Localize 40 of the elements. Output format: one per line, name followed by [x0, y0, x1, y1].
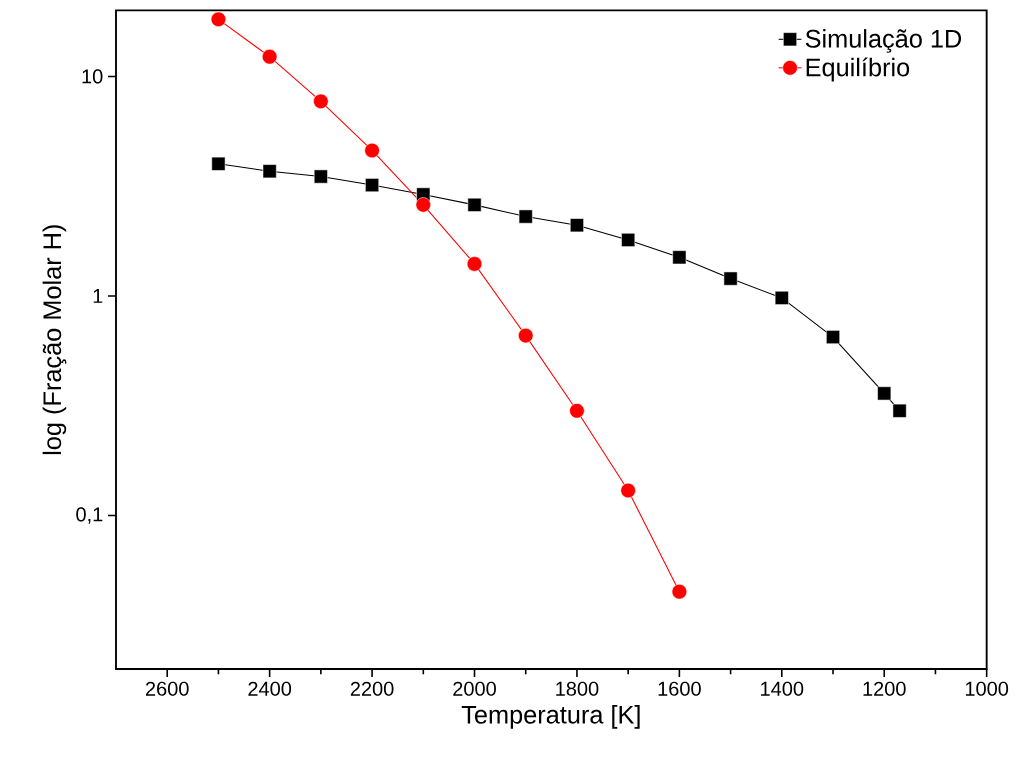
point — [723, 271, 738, 286]
point — [569, 403, 585, 419]
point — [364, 142, 380, 159]
point — [621, 233, 636, 247]
point — [518, 209, 533, 224]
point — [774, 290, 789, 305]
point — [671, 584, 687, 600]
x-tick-label: 1200 — [863, 681, 906, 696]
point — [313, 169, 328, 184]
point — [877, 386, 892, 401]
point — [570, 218, 584, 233]
point — [415, 197, 431, 213]
point — [262, 164, 277, 179]
point — [211, 156, 226, 171]
point — [518, 328, 534, 344]
x-tick-label: 2000 — [453, 681, 496, 696]
legend-label: Equilíbrio — [806, 57, 910, 82]
point — [262, 49, 278, 65]
point — [620, 482, 636, 499]
y-tick-label: 1 — [93, 289, 103, 303]
x-tick-label: 1600 — [658, 681, 701, 696]
point — [210, 11, 227, 27]
point — [365, 178, 380, 193]
x-axis-title: Temperatura [K] — [461, 705, 640, 729]
x-tick-label: 2400 — [248, 681, 292, 696]
x-tick-label: 1000 — [965, 681, 1009, 696]
point — [672, 250, 687, 265]
x-tick-label: 1400 — [761, 681, 804, 696]
x-tick-label: 2200 — [350, 681, 394, 696]
legend-label: Simulação 1D — [805, 29, 962, 53]
point — [826, 330, 840, 344]
point — [313, 93, 329, 109]
point — [466, 256, 483, 272]
y-axis-title: log (Fração Molar H) — [42, 225, 67, 455]
point — [892, 403, 907, 418]
x-tick-label: 1800 — [556, 681, 599, 696]
y-tick-label: 10 — [82, 69, 103, 84]
point — [467, 197, 482, 212]
x-tick-label: 2600 — [145, 681, 189, 696]
y-tick-label: 0,1 — [76, 507, 103, 524]
